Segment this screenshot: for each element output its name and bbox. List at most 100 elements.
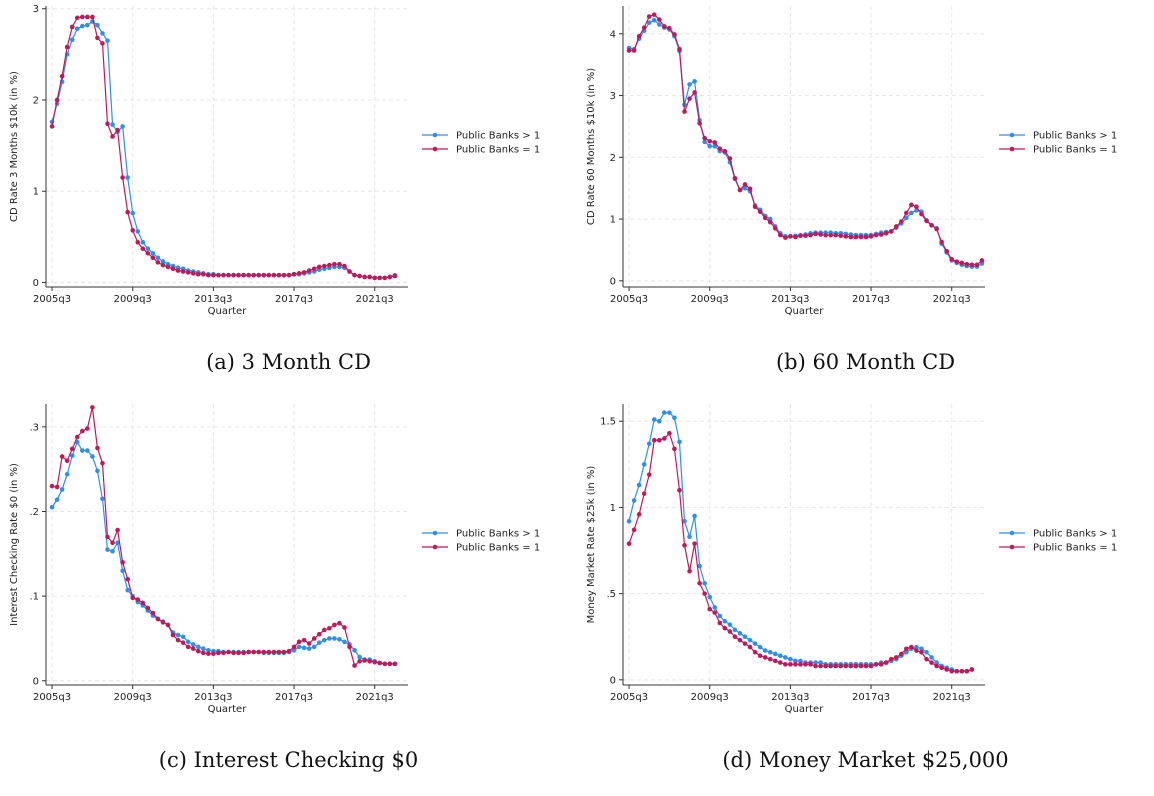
data-point: [662, 436, 667, 441]
data-point: [914, 644, 919, 650]
data-point: [382, 661, 388, 667]
data-point: [722, 148, 728, 154]
series-public-banks-eq-1: [49, 14, 398, 281]
data-point: [717, 620, 723, 626]
data-point: [697, 580, 702, 586]
data-point: [59, 487, 65, 492]
gridlines: [623, 6, 985, 287]
data-point: [651, 417, 657, 422]
data-point: [702, 591, 707, 596]
data-point: [251, 272, 257, 278]
data-point: [707, 143, 713, 149]
data-point: [868, 663, 874, 669]
x-tick-label: 2017q3: [275, 692, 313, 703]
data-point: [657, 17, 662, 22]
data-point: [687, 82, 692, 87]
data-point: [95, 35, 100, 41]
data-point: [712, 610, 718, 615]
data-point: [767, 649, 773, 655]
data-point: [246, 649, 251, 655]
data-point: [883, 230, 889, 236]
data-point: [909, 210, 914, 216]
data-point: [291, 647, 297, 653]
data-point: [878, 662, 884, 667]
x-tick-label: 2009q3: [114, 692, 152, 703]
data-point: [296, 639, 302, 645]
data-point: [742, 182, 748, 187]
data-point: [327, 625, 332, 631]
data-point: [767, 656, 773, 662]
data-point: [667, 25, 672, 31]
data-point: [717, 613, 723, 619]
data-point: [742, 634, 748, 640]
chart-caption: (c) Interest Checking $0: [158, 748, 419, 772]
data-point: [863, 234, 869, 240]
data-point: [150, 250, 156, 256]
data-point: [377, 660, 383, 666]
data-point: [883, 660, 889, 665]
data-point: [266, 272, 272, 278]
data-point: [803, 233, 808, 239]
data-point: [226, 649, 231, 655]
data-point: [95, 468, 100, 474]
data-point: [276, 649, 282, 655]
data-point: [893, 224, 899, 229]
chart-caption: (b) 60 Month CD: [775, 350, 956, 374]
series-public-banks-eq-1: [626, 12, 985, 268]
data-point: [201, 650, 206, 656]
data-point: [201, 646, 206, 651]
x-tick-label: 2005q3: [33, 294, 71, 305]
data-point: [646, 472, 652, 477]
data-point: [737, 637, 743, 643]
data-point: [636, 33, 642, 39]
legend-label: Public Banks > 1: [456, 529, 540, 540]
data-point: [100, 460, 105, 466]
data-point: [788, 662, 793, 667]
data-point: [281, 649, 287, 655]
gridlines: [46, 404, 408, 685]
data-point: [226, 272, 231, 278]
data-point: [909, 644, 914, 650]
data-point: [342, 263, 347, 269]
data-point: [352, 663, 357, 668]
data-point: [145, 250, 151, 256]
data-point: [762, 648, 768, 653]
series-public-banks-eq-1: [49, 405, 398, 668]
data-point: [833, 232, 839, 238]
y-tick-label: 3: [33, 4, 39, 15]
data-point: [180, 640, 186, 645]
data-point: [677, 439, 682, 445]
data-point: [216, 650, 221, 656]
legend-label: Public Banks > 1: [1033, 529, 1117, 540]
chart-caption: (a) 3 Month CD: [206, 350, 371, 374]
data-point: [362, 274, 367, 280]
legend-marker: [432, 146, 438, 152]
data-point: [190, 271, 196, 276]
data-point: [352, 272, 357, 278]
data-point: [798, 233, 803, 239]
data-point: [100, 31, 105, 36]
x-tick-label: 2021q3: [356, 692, 394, 703]
data-point: [783, 235, 788, 240]
data-point: [752, 649, 758, 655]
data-point: [682, 109, 687, 114]
data-point: [702, 580, 707, 586]
y-axis-title: Money Market Rate $25k (in %): [586, 466, 597, 624]
series-line: [51, 16, 395, 279]
data-point: [813, 660, 818, 665]
data-point: [125, 175, 130, 180]
data-point: [327, 636, 332, 641]
data-point: [626, 518, 632, 524]
data-point: [727, 622, 733, 627]
y-tick-label: 4: [610, 29, 616, 40]
data-point: [125, 587, 130, 593]
data-point: [332, 636, 337, 641]
data-point: [672, 446, 677, 452]
data-point: [672, 32, 677, 37]
data-point: [69, 453, 75, 458]
data-point: [311, 636, 317, 641]
data-point: [316, 640, 322, 645]
x-tick-label: 2005q3: [610, 294, 648, 305]
data-point: [125, 209, 130, 215]
data-point: [858, 234, 864, 240]
